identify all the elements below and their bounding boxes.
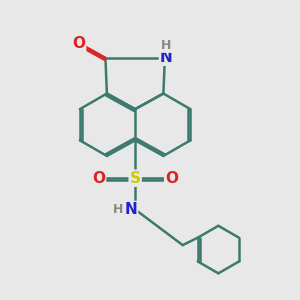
Text: H: H [161,39,172,52]
Text: N: N [160,50,173,65]
Text: O: O [72,35,85,50]
Text: O: O [92,171,105,186]
Text: H: H [113,203,123,216]
Text: S: S [130,171,141,186]
Text: O: O [165,171,178,186]
Text: N: N [124,202,137,217]
